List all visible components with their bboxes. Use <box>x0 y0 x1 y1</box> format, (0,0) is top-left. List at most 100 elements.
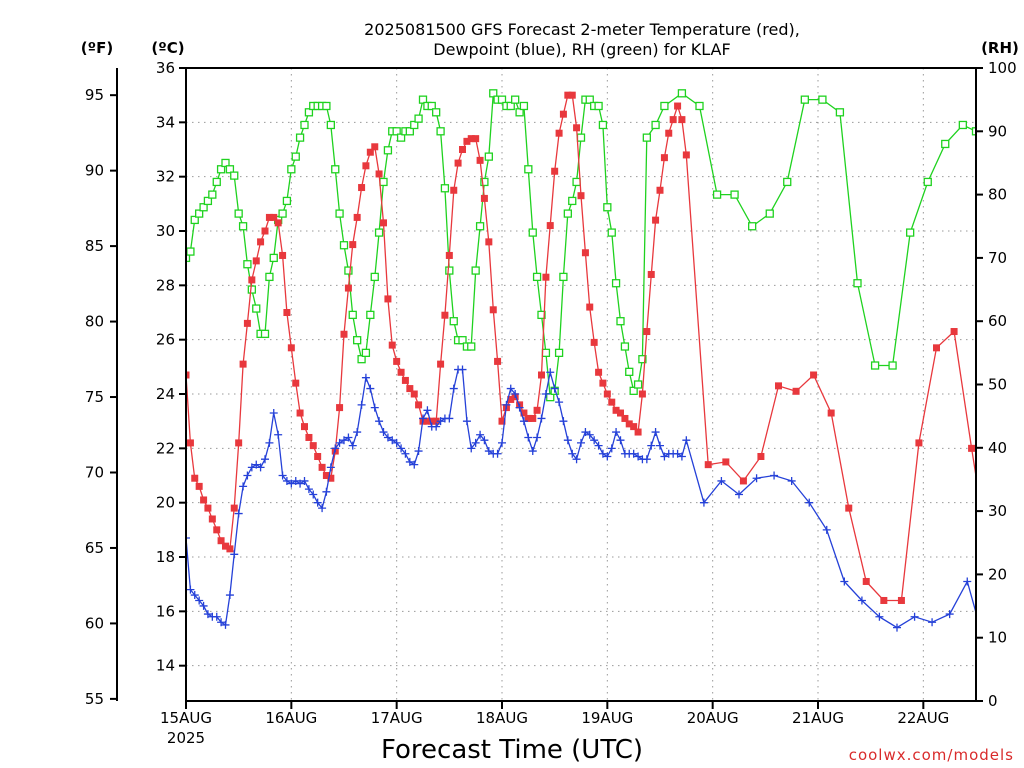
rh-point <box>353 336 362 345</box>
rh-point <box>576 133 586 142</box>
temperature-point <box>222 542 229 550</box>
dewpoint-point <box>344 433 353 442</box>
dewpoint-point <box>550 384 559 393</box>
rh-point <box>216 165 226 174</box>
temperature-point <box>366 148 374 156</box>
rh-point <box>339 241 349 250</box>
dewpoint-line <box>186 368 976 629</box>
temperature-point <box>897 596 905 604</box>
temperature-point <box>204 504 212 512</box>
temperature-point <box>410 390 418 398</box>
temperature-point <box>669 116 677 124</box>
rh-point <box>295 133 305 142</box>
rh-point <box>923 177 932 187</box>
rh-point <box>357 355 366 364</box>
rh-point <box>208 190 217 199</box>
temperature-point <box>248 276 256 284</box>
rh-tick-label: 80 <box>988 186 1007 204</box>
temperature-point <box>472 135 480 143</box>
rh-point <box>234 209 243 218</box>
dewpoint-point <box>594 441 603 450</box>
dewpoint-point <box>555 398 564 407</box>
temperature-point <box>309 442 317 450</box>
dewpoint-point <box>682 436 691 445</box>
fahrenheit-tick-label: 60 <box>85 614 104 632</box>
rh-point <box>221 158 230 168</box>
dewpoint-point <box>278 471 287 480</box>
dewpoint-point <box>572 455 581 464</box>
temperature-line <box>186 94 976 602</box>
dewpoint-point <box>603 452 612 461</box>
temperature-point <box>401 376 409 384</box>
temperature-point <box>595 368 603 376</box>
rh-point <box>633 380 643 389</box>
rh-point <box>958 120 967 130</box>
rh-point <box>528 228 537 237</box>
temperature-point <box>603 390 611 398</box>
temperature-point <box>362 162 370 170</box>
rh-point <box>300 120 309 130</box>
rh-point <box>335 209 344 218</box>
rh-point <box>941 139 950 149</box>
celsius-axis: 14 16 18 20 22 24 26 28 30 32 34 36 <box>156 59 186 675</box>
rh-point <box>484 152 493 161</box>
rh-point <box>247 285 256 294</box>
fahrenheit-unit-label: (ºF) <box>81 39 113 57</box>
dewpoint-point <box>269 409 278 418</box>
rh-point <box>541 348 551 358</box>
rh-point <box>870 361 880 370</box>
temperature-point <box>739 477 747 485</box>
celsius-tick-label: 34 <box>156 113 175 131</box>
dewpoint-point <box>598 449 607 458</box>
dewpoint-point <box>256 463 265 472</box>
rh-point <box>783 177 792 187</box>
temperature-point <box>652 216 660 224</box>
dewpoint-point <box>410 460 419 469</box>
fahrenheit-tick-label: 85 <box>85 237 104 255</box>
temperature-point <box>524 414 532 422</box>
rh-point <box>427 101 436 111</box>
plot-frame <box>185 67 977 702</box>
temperature-point <box>915 439 923 447</box>
dewpoint-point <box>717 476 726 485</box>
celsius-tick-label: 30 <box>156 222 175 240</box>
fahrenheit-tick-label: 55 <box>85 690 104 708</box>
temperature-point <box>441 311 449 319</box>
dewpoint-point <box>537 414 546 423</box>
rh-point <box>445 266 454 275</box>
temperature-point <box>682 151 690 159</box>
dewpoint-point <box>998 662 1006 670</box>
dewpoint-point <box>506 384 515 393</box>
celsius-tick-label: 22 <box>156 439 175 457</box>
temperature-point <box>612 406 620 414</box>
temperature-point <box>634 428 642 436</box>
temperature-point <box>467 135 475 143</box>
gridlines <box>186 68 976 701</box>
dewpoint-point <box>261 455 269 464</box>
temperature-point <box>660 154 668 162</box>
dewpoint-point <box>642 455 651 464</box>
dewpoint-point <box>893 623 901 632</box>
temperature-point <box>380 219 387 227</box>
celsius-tick-label: 18 <box>156 548 175 566</box>
dewpoint-point <box>383 433 392 442</box>
temperature-point <box>344 284 352 292</box>
dewpoint-point <box>190 591 199 600</box>
temperature-point <box>423 417 431 425</box>
rh-point <box>480 177 489 187</box>
rh-tick-label: 60 <box>988 312 1007 330</box>
dewpoint-point <box>519 417 528 426</box>
temperature-point <box>480 194 488 202</box>
dewpoint-point <box>511 390 520 399</box>
time-tick-label: 19AUG <box>581 709 633 727</box>
dewpoint-point <box>910 612 919 621</box>
temperature-point <box>647 270 655 278</box>
temperature-point <box>630 423 638 431</box>
dewpoint-point <box>805 498 814 507</box>
dewpoint-point <box>405 457 414 466</box>
dewpoint-point <box>340 436 348 445</box>
rh-series <box>186 89 976 402</box>
temperature-point <box>388 341 396 349</box>
dewpoint-point <box>239 482 248 491</box>
